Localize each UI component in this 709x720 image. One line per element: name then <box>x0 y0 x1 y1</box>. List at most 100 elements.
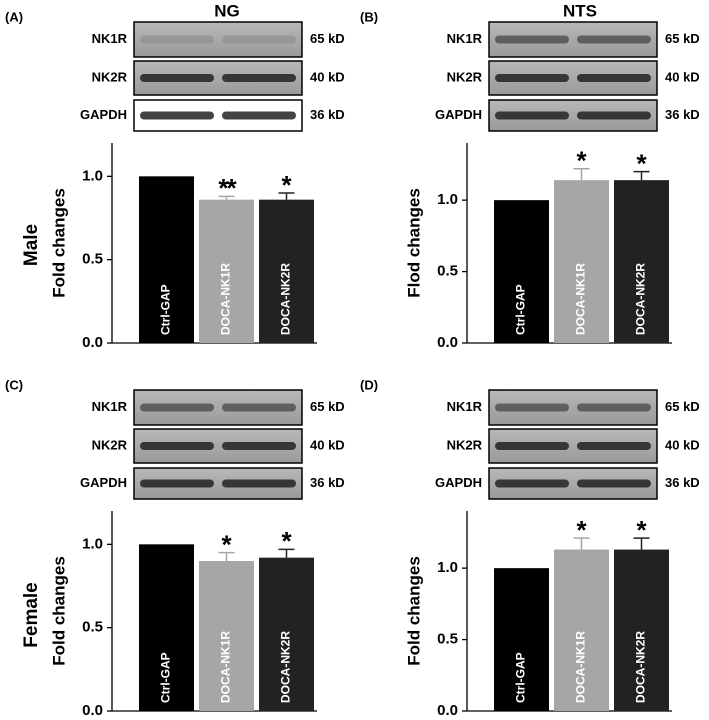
bar <box>614 180 669 343</box>
y-tick-label: 0.0 <box>437 334 458 351</box>
y-tick-label: 1.0 <box>82 167 103 184</box>
blot-band <box>577 35 651 44</box>
bar <box>494 568 549 711</box>
y-tick-label: 0.5 <box>437 631 458 648</box>
error-bar <box>218 551 235 561</box>
bar-label: Ctrl-GAP <box>514 284 528 335</box>
y-tick-label: 0.5 <box>437 263 458 280</box>
blot-name: NK1R <box>92 399 128 414</box>
bar-label: Ctrl-GAP <box>159 652 173 703</box>
column-title: NG <box>214 1 240 20</box>
blot: NK1R 65 kD <box>92 21 345 58</box>
row-title: Male <box>21 224 42 266</box>
bar <box>199 561 254 711</box>
blot-band <box>577 111 651 120</box>
blot-name: GAPDH <box>80 475 127 490</box>
significance: * <box>281 526 292 556</box>
blot-band <box>222 35 296 44</box>
bar-label: DOCA-NK1R <box>574 631 588 703</box>
y-axis-label: Fold changes <box>49 556 68 666</box>
bar-label: Ctrl-GAP <box>159 284 173 335</box>
significance: * <box>576 515 587 545</box>
significance: * <box>636 148 647 178</box>
blot-band <box>495 442 569 450</box>
blot-band <box>222 403 296 412</box>
blot-band <box>222 442 296 450</box>
panel-label: (B) <box>360 9 378 24</box>
panel-label: (D) <box>360 377 378 392</box>
blot-size: 65 kD <box>310 399 345 414</box>
error-bar <box>633 537 650 550</box>
blot-band <box>222 479 296 488</box>
blot-band <box>140 442 214 450</box>
blot: GAPDH 36 kD <box>435 467 700 500</box>
bar-label: DOCA-NK1R <box>219 263 233 335</box>
y-tick-label: 0.0 <box>437 702 458 715</box>
y-tick-label: 0.0 <box>82 334 103 351</box>
significance: * <box>576 146 587 176</box>
blot-name: NK1R <box>447 399 483 414</box>
blot: GAPDH 36 kD <box>80 99 345 132</box>
error-bar <box>633 170 650 181</box>
panel-label: (C) <box>5 377 23 392</box>
blot-band <box>577 403 651 412</box>
blot-size: 36 kD <box>665 475 700 490</box>
significance: * <box>221 530 232 560</box>
bar-label: DOCA-NK2R <box>634 263 648 335</box>
bar-label: DOCA-NK2R <box>279 631 293 703</box>
y-tick-label: 1.0 <box>437 191 458 208</box>
y-tick-label: 1.0 <box>437 559 458 576</box>
blot-name: NK2R <box>92 69 128 84</box>
bar <box>614 549 669 711</box>
bar-label: DOCA-NK2R <box>634 631 648 703</box>
blot-band <box>495 479 569 488</box>
error-bar <box>573 167 590 181</box>
blot-size: 40 kD <box>665 437 700 452</box>
row-title: Female <box>21 582 42 647</box>
blot-name: NK2R <box>447 437 483 452</box>
bar <box>139 176 194 343</box>
blot-name: GAPDH <box>80 107 127 122</box>
error-bar <box>573 537 590 550</box>
bar <box>494 200 549 343</box>
blot: NK2R 40 kD <box>92 428 345 464</box>
blot-band <box>495 111 569 120</box>
error-bar <box>278 192 295 200</box>
blot: GAPDH 36 kD <box>80 467 345 500</box>
y-axis-label: Flod changes <box>404 188 423 298</box>
blot: NK2R 40 kD <box>92 60 345 96</box>
panel-label: (A) <box>5 9 23 24</box>
bar <box>259 557 314 711</box>
y-axis-label: Fold changes <box>404 556 423 666</box>
y-tick-label: 1.0 <box>82 535 103 552</box>
y-tick-label: 0.5 <box>82 619 103 636</box>
blot-size: 36 kD <box>665 107 700 122</box>
blot-band <box>577 442 651 450</box>
blot-size: 65 kD <box>665 31 700 46</box>
bar-label: DOCA-NK2R <box>279 263 293 335</box>
bar <box>199 199 254 343</box>
blot-size: 65 kD <box>310 31 345 46</box>
blot-band <box>140 479 214 488</box>
blot-band <box>222 111 296 120</box>
bar-label: Ctrl-GAP <box>514 652 528 703</box>
blot: NK2R 40 kD <box>447 60 700 96</box>
blot: NK2R 40 kD <box>447 428 700 464</box>
blot-band <box>140 111 214 120</box>
bar <box>554 549 609 711</box>
error-bar <box>218 195 235 200</box>
blot-size: 40 kD <box>665 69 700 84</box>
blot-band <box>495 74 569 82</box>
error-bar <box>278 548 295 558</box>
y-axis-label: Fold changes <box>49 188 68 298</box>
bar <box>554 180 609 343</box>
bar-label: DOCA-NK1R <box>574 263 588 335</box>
blot-size: 40 kD <box>310 69 345 84</box>
significance: * <box>636 515 647 545</box>
blot-name: GAPDH <box>435 475 482 490</box>
blot-size: 65 kD <box>665 399 700 414</box>
y-tick-label: 0.0 <box>82 702 103 715</box>
blot-size: 36 kD <box>310 107 345 122</box>
bar <box>259 199 314 343</box>
blot-name: NK2R <box>447 69 483 84</box>
